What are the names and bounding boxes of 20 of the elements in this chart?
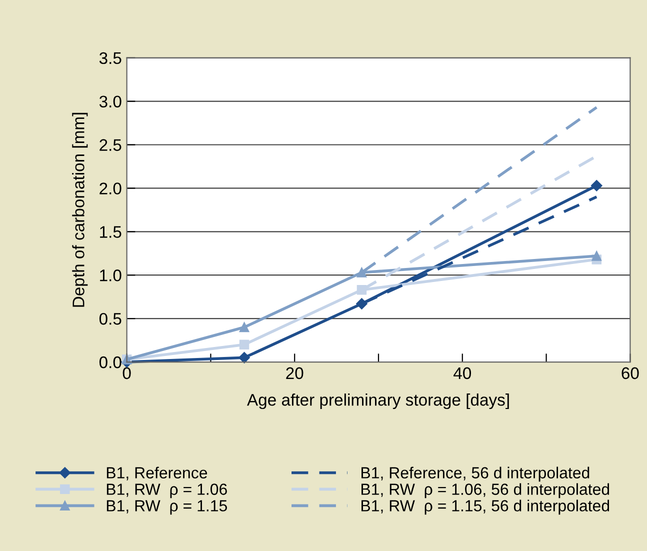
x-axis-title: Age after preliminary storage [days] [246,394,509,410]
legend-label: B1, RW ρ = 1.06, 56 d interpolated [362,483,610,498]
x-tick-label: 40 [454,367,472,380]
y-tick-label: 3.5 [99,52,122,64]
x-tick-label: 60 [622,367,639,380]
y-tick-label: 3.0 [99,96,122,108]
x-tick-label: 20 [286,367,304,380]
y-tick-label: 2.5 [100,139,122,151]
y-tick-label: 2.0 [100,182,122,194]
y-tick-label: 1.0 [100,270,122,282]
legend-label: B1, Reference, 56 d interpolated [362,466,590,482]
y-axis-title: Depth of carbonation [mm] [72,112,88,307]
x-tick-label: 0 [122,367,131,380]
y-tick-label: 0.0 [99,356,122,368]
legend-label: B1, Reference [106,466,208,480]
legend-label: B1, RW ρ = 1.15 [106,500,227,515]
y-tick-label: 0.5 [99,312,122,325]
legend-label: B1, RW ρ = 1.15, 56 d interpolated [362,500,610,515]
legend-label: B1, RW ρ = 1.06 [106,484,227,498]
y-tick-label: 1.5 [100,226,122,238]
